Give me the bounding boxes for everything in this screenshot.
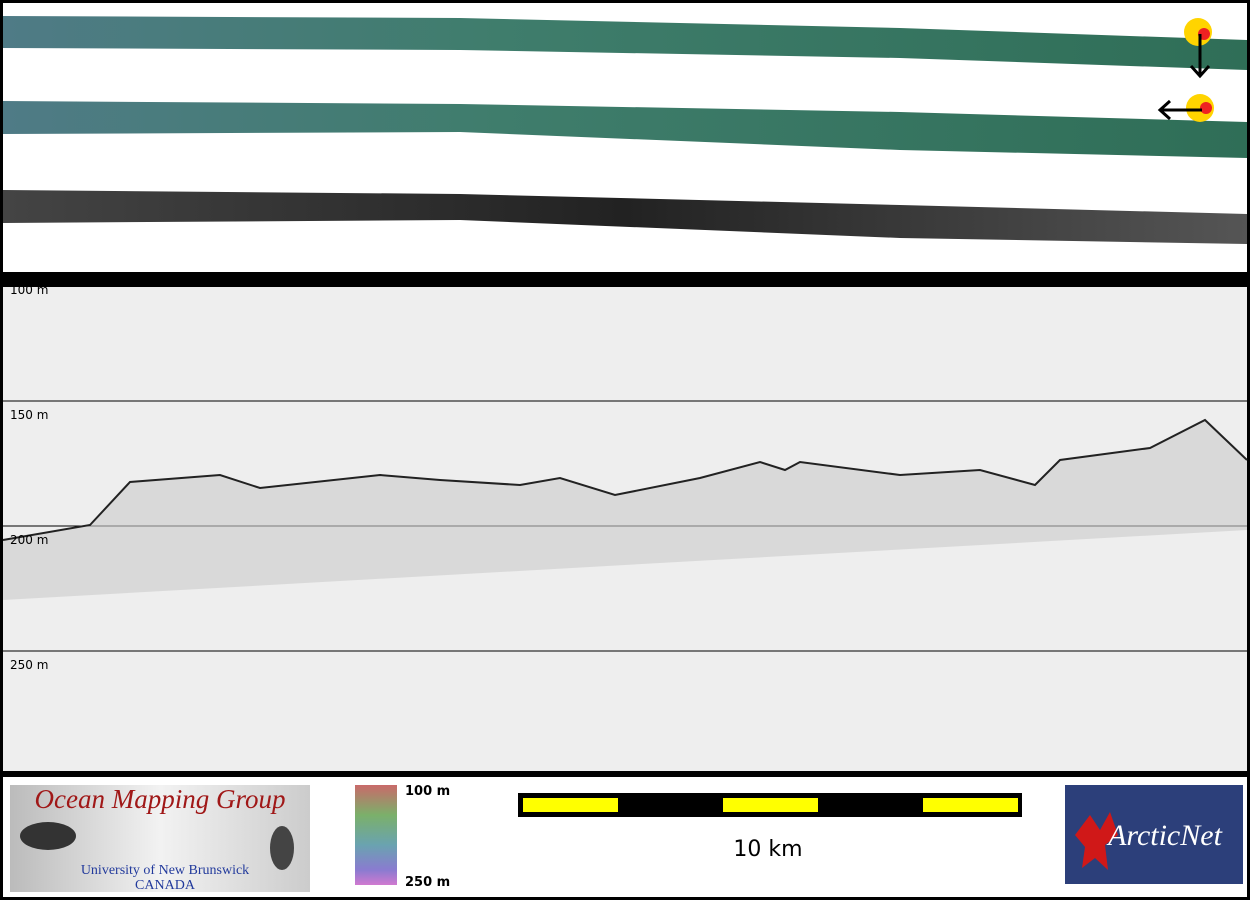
depth-label: 200 m [10, 533, 48, 547]
logo-shape [270, 826, 294, 870]
logo-country: CANADA [135, 878, 196, 893]
scale-segment [523, 798, 618, 812]
logo-shape [20, 822, 76, 850]
colorbar [355, 785, 397, 885]
swath-strip [3, 190, 1247, 244]
scale-segment [723, 798, 818, 812]
colorbar-label: 100 m [405, 784, 450, 799]
scale-segment [923, 798, 1018, 812]
colorbar-label: 250 m [405, 875, 450, 890]
logo-title: Ocean Mapping Group [35, 784, 286, 814]
depth-label: 150 m [10, 408, 48, 422]
marker [1157, 18, 1214, 122]
depth-label: 100 m [10, 283, 48, 297]
backscatter [3, 420, 1247, 600]
partner-logo-text: ArcticNet [1106, 819, 1223, 852]
depth-label: 250 m [10, 658, 48, 672]
seafloor-profile [2, 418, 1248, 541]
logo-institution: University of New Brunswick [81, 863, 249, 878]
maple-leaf [1075, 812, 1118, 870]
swath-strip [3, 16, 1247, 70]
scale-label: 10 km [733, 837, 802, 862]
swath-strip [3, 101, 1247, 158]
